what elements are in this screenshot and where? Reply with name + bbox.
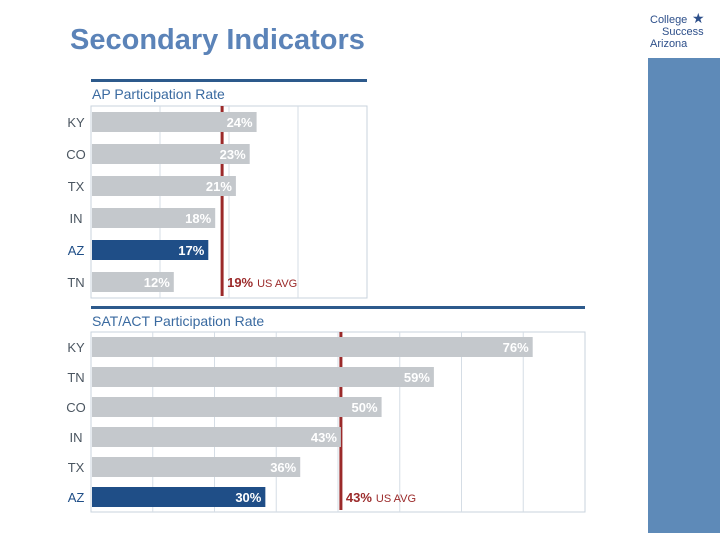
bar-tx: [92, 176, 236, 196]
logo-line-3: Arizona: [650, 38, 688, 50]
category-label: KY: [67, 115, 85, 130]
bar-value-label: 23%: [220, 147, 246, 162]
category-label: TX: [68, 179, 85, 194]
star-icon: ★: [692, 10, 705, 26]
college-success-arizona-logo: College ★ Success Arizona: [650, 10, 714, 54]
bar-ky: [92, 112, 257, 132]
bar-value-label: 24%: [227, 115, 253, 130]
bar-value-label: 12%: [144, 275, 170, 290]
bar-az: [92, 240, 209, 260]
bar-in: [92, 208, 216, 228]
us-avg-value: 19%: [227, 275, 253, 290]
category-label: AZ: [68, 243, 85, 258]
category-label: IN: [70, 211, 83, 226]
chart-title: AP Participation Rate: [92, 86, 225, 102]
category-label: TN: [67, 275, 84, 290]
logo-line-2: Success: [662, 26, 704, 38]
category-label: CO: [66, 147, 86, 162]
bar-value-label: 21%: [206, 179, 232, 194]
logo-line-1: College: [650, 14, 688, 26]
slide-title: Secondary Indicators: [70, 24, 365, 56]
bar-co: [92, 144, 250, 164]
decorative-side-bar: [648, 58, 720, 533]
chart-header-rule: [91, 79, 367, 82]
bar-tn: [92, 272, 174, 292]
us-avg-text: US AVG: [257, 278, 297, 290]
bar-value-label: 18%: [185, 211, 211, 226]
bar-value-label: 17%: [178, 243, 204, 258]
